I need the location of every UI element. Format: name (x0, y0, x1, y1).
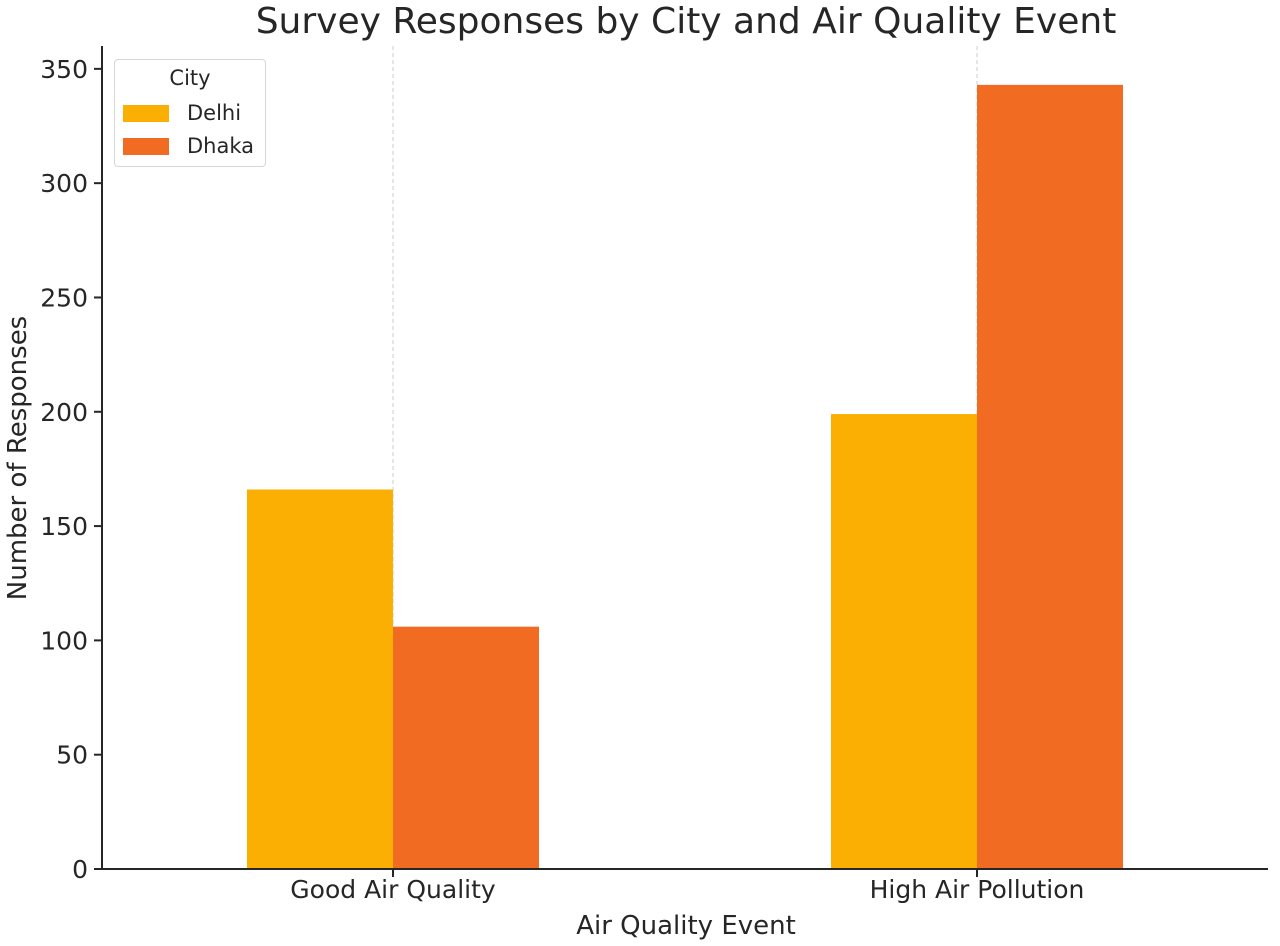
y-ticks: 0 50 100 150 200 250 300 350 (40, 55, 102, 884)
legend-label-dhaka: Dhaka (187, 134, 255, 158)
legend-item-dhaka: Dhaka (123, 133, 254, 159)
bars-layer (247, 84, 1123, 869)
y-tick-label: 50 (56, 741, 88, 770)
x-tick-label: Good Air Quality (290, 875, 496, 904)
y-tick-label: 350 (40, 55, 88, 84)
x-tick-label: High Air Pollution (870, 875, 1085, 904)
bar-delhi-0 (247, 489, 393, 869)
legend-title: City (169, 66, 211, 90)
legend-swatch-dhaka (123, 137, 169, 155)
x-ticks: Good Air Quality High Air Pollution (290, 869, 1084, 904)
y-tick-label: 100 (40, 626, 88, 655)
y-tick-label: 300 (40, 169, 88, 198)
legend-item-delhi: Delhi (123, 100, 241, 126)
bar-dhaka-0 (393, 626, 539, 869)
legend-label-delhi: Delhi (187, 101, 242, 125)
y-axis-label: Number of Responses (3, 316, 33, 600)
bar-dhaka-1 (977, 84, 1123, 869)
y-tick-label: 200 (40, 398, 88, 427)
chart-title: Survey Responses by City and Air Quality… (256, 1, 1117, 42)
y-tick-label: 0 (72, 855, 88, 884)
y-tick-label: 150 (40, 512, 88, 541)
legend-swatch-delhi (123, 104, 169, 122)
legend: City Delhi Dhaka (114, 59, 266, 167)
bar-delhi-1 (831, 414, 977, 869)
x-axis-label: Air Quality Event (576, 911, 796, 941)
y-tick-label: 250 (40, 283, 88, 312)
